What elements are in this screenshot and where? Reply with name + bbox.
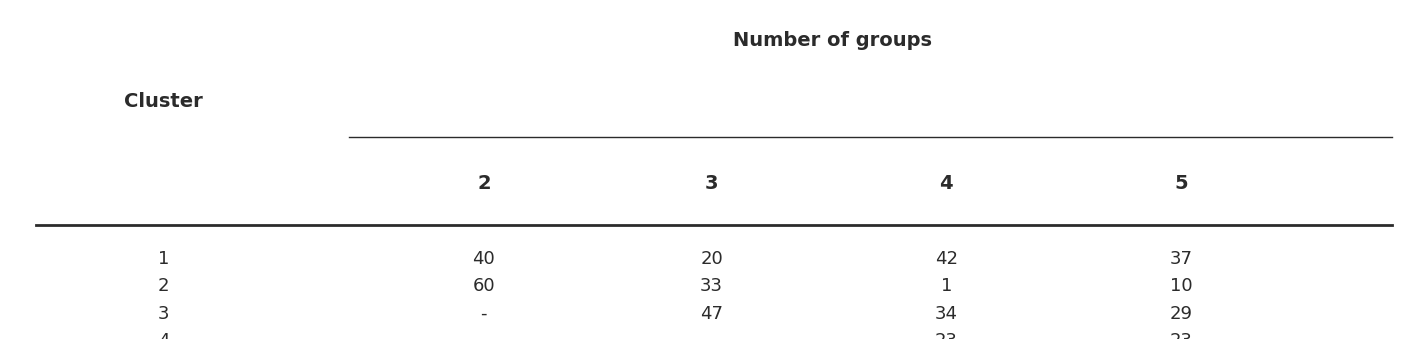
Text: 42: 42 [935,250,958,268]
Text: 10: 10 [1170,277,1192,296]
Text: 5: 5 [1174,174,1188,193]
Text: -: - [709,332,714,339]
Text: 37: 37 [1170,250,1192,268]
Text: 40: 40 [472,250,495,268]
Text: 4: 4 [939,174,953,193]
Text: 1: 1 [158,250,169,268]
Text: 33: 33 [700,277,723,296]
Text: 3: 3 [158,304,169,323]
Text: 4: 4 [158,332,169,339]
Text: Cluster: Cluster [124,92,203,111]
Text: 2: 2 [477,174,491,193]
Text: 23: 23 [935,332,958,339]
Text: 60: 60 [472,277,495,296]
Text: -: - [481,332,487,339]
Text: 34: 34 [935,304,958,323]
Text: 23: 23 [1170,332,1192,339]
Text: 47: 47 [700,304,723,323]
Text: Number of groups: Number of groups [733,31,932,50]
Text: 20: 20 [700,250,723,268]
Text: 29: 29 [1170,304,1192,323]
Text: 3: 3 [704,174,719,193]
Text: 2: 2 [158,277,169,296]
Text: 1: 1 [941,277,952,296]
Text: -: - [481,304,487,323]
